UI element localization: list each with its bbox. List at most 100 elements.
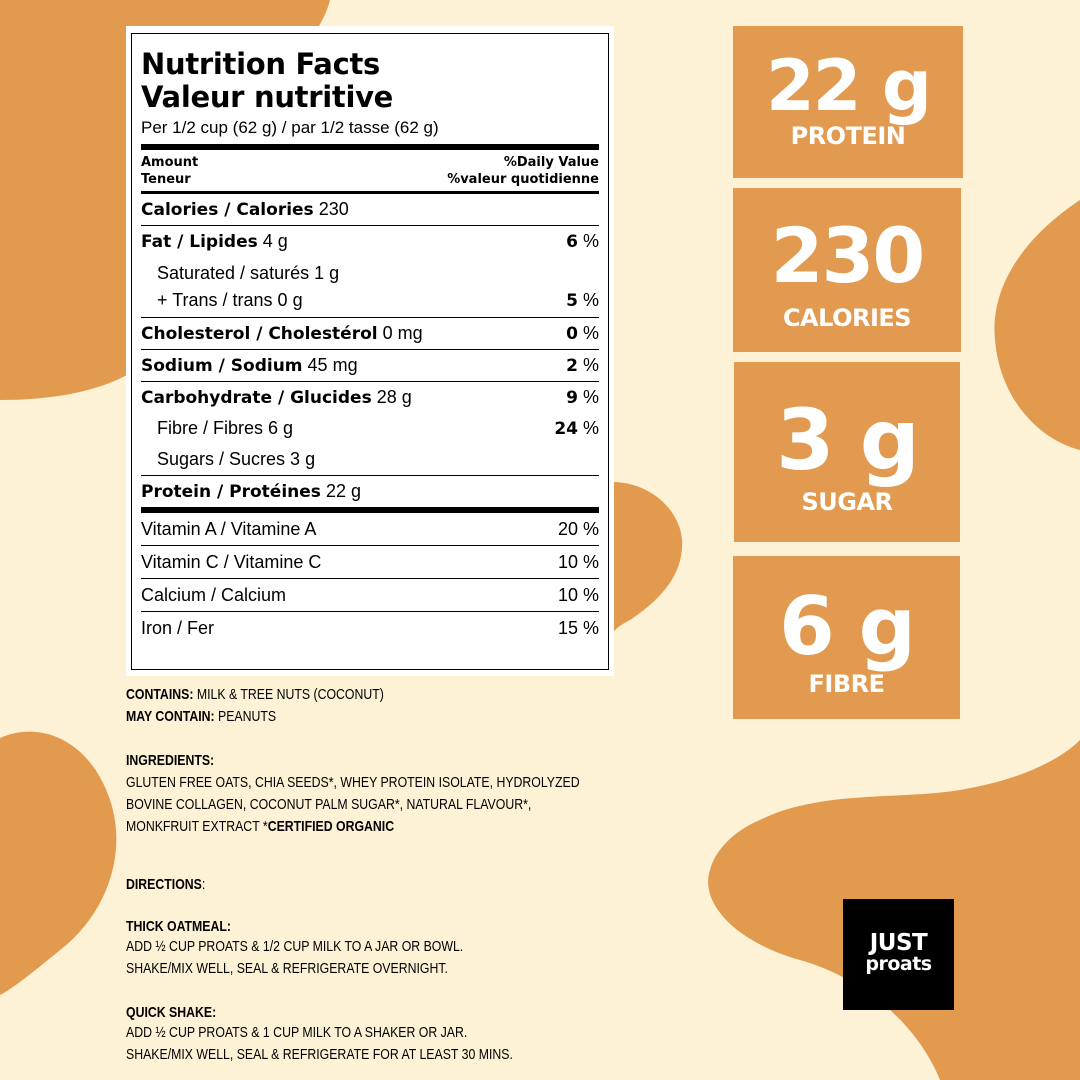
fat-name: Fat / Lipides — [141, 232, 258, 252]
row-fat: Fat / Lipides 4 g 6 % — [141, 225, 599, 257]
calories-name: Calories / Calories — [141, 200, 314, 220]
carbohydrate-value: 28 g — [376, 387, 412, 407]
protein-name: Protein / Protéines — [141, 482, 321, 502]
amount-header-fr: Teneur — [141, 172, 191, 187]
stat-sugar-value: 3 g — [776, 391, 920, 489]
directions-heading: DIRECTIONS: — [126, 876, 205, 893]
blob-top-right — [994, 200, 1080, 450]
shake-line-2: SHAKE/MIX WELL, SEAL & REFRIGERATE FOR A… — [126, 1046, 513, 1063]
row-carbohydrate: Carbohydrate / Glucides 28 g 9 % — [141, 381, 599, 413]
fat-pct: 6 — [566, 232, 578, 252]
stat-fibre: 6 g FIBRE — [733, 556, 960, 719]
vitamin-a-pct: 20 % — [557, 518, 599, 539]
carbohydrate-name: Carbohydrate / Glucides — [141, 388, 372, 408]
cholesterol-pct-unit: % — [577, 323, 599, 343]
row-saturated-trans: Saturated / saturés 1 g + Trans / trans … — [141, 257, 599, 317]
row-cholesterol: Cholesterol / Cholestérol 0 mg 0 % — [141, 317, 599, 349]
nutrition-facts-panel: Nutrition Facts Valeur nutritive Per 1/2… — [126, 26, 614, 676]
sodium-value: 45 mg — [307, 355, 358, 375]
divider-medium — [141, 191, 599, 194]
oatmeal-heading: THICK OATMEAL: — [126, 918, 231, 935]
shake-line-1: ADD ½ CUP PROATS & 1 CUP MILK TO A SHAKE… — [126, 1024, 468, 1041]
calcium-pct: 10 % — [557, 584, 599, 605]
iron-name: Iron / Fer — [141, 617, 215, 638]
just-proats-logo: JUST proats — [843, 899, 954, 1010]
fibre-pct-unit: % — [577, 418, 599, 438]
saturated-pct: 5 — [566, 291, 578, 311]
serving-size: Per 1/2 cup (62 g) / par 1/2 tasse (62 g… — [141, 118, 439, 137]
ingredients-line-2: BOVINE COLLAGEN, COCONUT PALM SUGAR*, NA… — [126, 796, 532, 813]
stat-sugar-label: SUGAR — [801, 488, 893, 516]
row-fibre: Fibre / Fibres 6 g 24 % — [141, 413, 599, 444]
shake-label: QUICK SHAKE: — [126, 1004, 217, 1021]
oatmeal-line-2: SHAKE/MIX WELL, SEAL & REFRIGERATE OVERN… — [126, 960, 448, 977]
may-contain-label: MAY CONTAIN: — [126, 708, 215, 725]
row-vitamin-a: Vitamin A / Vitamine A 20 % — [141, 513, 599, 545]
cholesterol-pct: 0 — [566, 324, 578, 344]
stat-fibre-value: 6 g — [779, 580, 916, 673]
directions-label: DIRECTIONS — [126, 876, 202, 893]
daily-value-header-en: %Daily Value — [503, 155, 599, 170]
row-sodium: Sodium / Sodium 45 mg 2 % — [141, 349, 599, 381]
iron-pct: 15 % — [557, 617, 599, 638]
carbohydrate-pct-unit: % — [577, 387, 599, 407]
allergen-may-contain: MAY CONTAIN: PEANUTS — [126, 708, 276, 725]
nutrition-facts-border: Nutrition Facts Valeur nutritive Per 1/2… — [131, 33, 609, 670]
fibre-name: Fibre / Fibres 6 g — [157, 418, 294, 438]
blob-middle — [612, 482, 683, 634]
ingredients-line-3: MONKFRUIT EXTRACT *CERTIFIED ORGANIC — [126, 818, 394, 835]
row-sugars: Sugars / Sucres 3 g — [141, 444, 599, 475]
calories-value: 230 — [318, 199, 349, 219]
directions-colon: : — [201, 876, 206, 893]
ingredients-line-3-text: MONKFRUIT EXTRACT * — [126, 818, 268, 835]
contains-label: CONTAINS: — [126, 686, 194, 703]
column-headers: Amount Teneur %Daily Value %valeur quoti… — [141, 150, 599, 191]
sugars-name: Sugars / Sucres 3 g — [157, 449, 316, 469]
stat-protein-value: 22 g — [766, 45, 932, 127]
protein-value: 22 g — [325, 481, 361, 501]
title-english: Nutrition Facts — [141, 47, 380, 81]
title-french: Valeur nutritive — [141, 80, 394, 114]
row-calcium: Calcium / Calcium 10 % — [141, 578, 599, 611]
stat-protein: 22 g PROTEIN — [733, 26, 963, 178]
divider-thick-vitamins — [141, 507, 599, 513]
row-iron: Iron / Fer 15 % — [141, 611, 599, 644]
stat-calories-value: 230 — [770, 211, 926, 300]
row-protein: Protein / Protéines 22 g — [141, 475, 599, 507]
cholesterol-value: 0 mg — [382, 323, 423, 343]
vitamin-a-name: Vitamin A / Vitamine A — [141, 518, 317, 539]
saturated-pct-unit: % — [577, 290, 599, 310]
sodium-pct: 2 — [566, 356, 578, 376]
trans-name: + Trans / trans 0 g — [157, 290, 303, 310]
row-vitamin-c: Vitamin C / Vitamine C 10 % — [141, 545, 599, 578]
ingredients-line-1: GLUTEN FREE OATS, CHIA SEEDS*, WHEY PROT… — [126, 774, 580, 791]
carbohydrate-pct: 9 — [566, 388, 578, 408]
may-contain-text: PEANUTS — [214, 708, 277, 725]
divider-thick — [141, 144, 599, 150]
ingredients-heading: INGREDIENTS: — [126, 752, 214, 769]
allergen-contains: CONTAINS: MILK & TREE NUTS (COCONUT) — [126, 686, 384, 703]
oatmeal-label: THICK OATMEAL: — [126, 918, 231, 935]
contains-text: MILK & TREE NUTS (COCONUT) — [193, 686, 384, 703]
stat-protein-label: PROTEIN — [790, 122, 906, 150]
sodium-name: Sodium / Sodium — [141, 356, 303, 376]
vitamin-c-pct: 10 % — [557, 551, 599, 572]
saturated-name: Saturated / saturés 1 g — [157, 263, 340, 283]
daily-value-header-fr: %valeur quotidienne — [447, 172, 599, 187]
cholesterol-name: Cholesterol / Cholestérol — [141, 324, 378, 344]
fat-pct-unit: % — [577, 231, 599, 251]
ingredients-label: INGREDIENTS: — [126, 752, 215, 769]
blob-bottom-left — [0, 731, 117, 995]
logo-line-1: JUST — [869, 930, 928, 956]
vitamin-c-name: Vitamin C / Vitamine C — [141, 551, 322, 572]
stat-calories-label: CALORIES — [782, 304, 912, 332]
fibre-pct: 24 — [554, 419, 578, 439]
amount-header-en: Amount — [141, 155, 199, 170]
stat-calories: 230 CALORIES — [733, 188, 961, 352]
oatmeal-line-1: ADD ½ CUP PROATS & 1/2 CUP MILK TO A JAR… — [126, 938, 464, 955]
fat-value: 4 g — [262, 231, 288, 251]
calcium-name: Calcium / Calcium — [141, 584, 287, 605]
logo-line-2: proats — [865, 953, 932, 975]
row-calories: Calories / Calories 230 — [141, 194, 599, 225]
certified-organic: CERTIFIED ORGANIC — [267, 818, 395, 835]
